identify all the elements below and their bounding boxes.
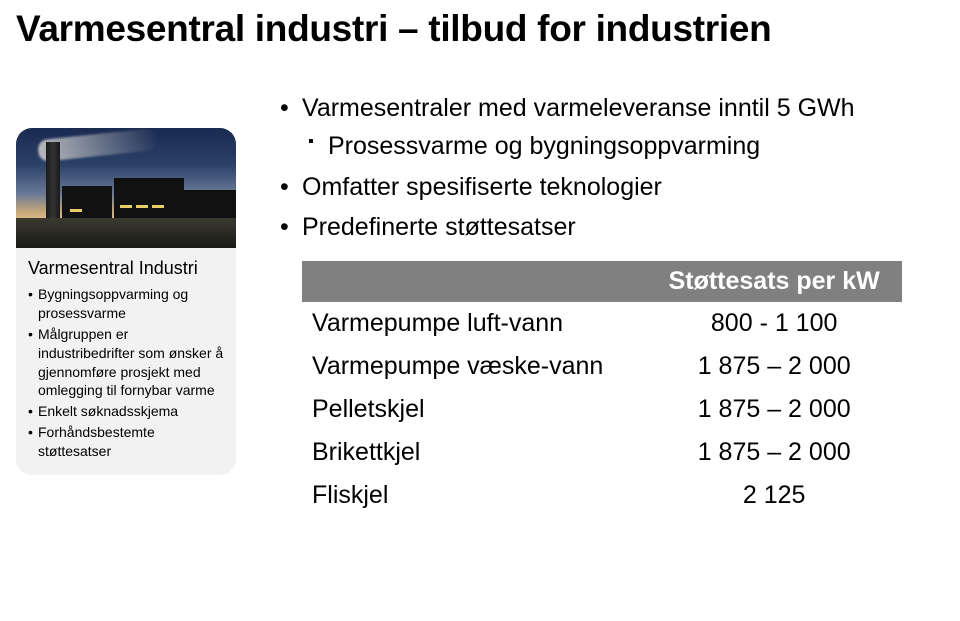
table-cell-rate: 2 125 [646, 474, 902, 517]
table-row: Varmepumpe luft-vann 800 - 1 100 [302, 302, 902, 345]
bullet: Varmesentraler med varmeleveranse inntil… [276, 90, 944, 165]
sub-bullet: Prosessvarme og bygningsoppvarming [302, 128, 944, 164]
table-row: Pelletskjel 1 875 – 2 000 [302, 388, 902, 431]
table-row: Fliskjel 2 125 [302, 474, 902, 517]
card-list: Bygningsoppvarming og prosessvarme Målgr… [16, 285, 236, 461]
page-title: Varmesentral industri – tilbud for indus… [16, 8, 944, 50]
rate-table: Støttesats per kW Varmepumpe luft-vann 8… [302, 261, 902, 517]
table-cell-label: Varmepumpe væske-vann [302, 345, 646, 388]
table-row: Brikettkjel 1 875 – 2 000 [302, 431, 902, 474]
info-card: Varmesentral Industri Bygningsoppvarming… [16, 128, 236, 475]
table-header-rate: Støttesats per kW [646, 261, 902, 302]
table-cell-label: Pelletskjel [302, 388, 646, 431]
card-title: Varmesentral Industri [16, 248, 236, 285]
table-row: Varmepumpe væske-vann 1 875 – 2 000 [302, 345, 902, 388]
content: Varmesentral Industri Bygningsoppvarming… [16, 74, 944, 517]
table-cell-label: Fliskjel [302, 474, 646, 517]
card-item: Målgruppen er industribedrifter som ønsk… [28, 325, 224, 401]
table-cell-rate: 1 875 – 2 000 [646, 345, 902, 388]
card-item: Forhåndsbestemte støttesatser [28, 423, 224, 461]
table-cell-rate: 1 875 – 2 000 [646, 388, 902, 431]
card-item: Enkelt søknadsskjema [28, 402, 224, 421]
bullet: Predefinerte støttesatser [276, 209, 944, 245]
bullet-text: Varmesentraler med varmeleveranse inntil… [302, 94, 855, 122]
main-bullets: Varmesentraler med varmeleveranse inntil… [276, 90, 944, 245]
industrial-image [16, 128, 236, 248]
table-cell-rate: 800 - 1 100 [646, 302, 902, 345]
table-cell-label: Varmepumpe luft-vann [302, 302, 646, 345]
right-column: Varmesentraler med varmeleveranse inntil… [276, 74, 944, 517]
table-cell-rate: 1 875 – 2 000 [646, 431, 902, 474]
table-header-empty [302, 261, 646, 302]
bullet: Omfatter spesifiserte teknologier [276, 169, 944, 205]
table-cell-label: Brikettkjel [302, 431, 646, 474]
left-column: Varmesentral Industri Bygningsoppvarming… [16, 74, 256, 517]
card-item: Bygningsoppvarming og prosessvarme [28, 285, 224, 323]
